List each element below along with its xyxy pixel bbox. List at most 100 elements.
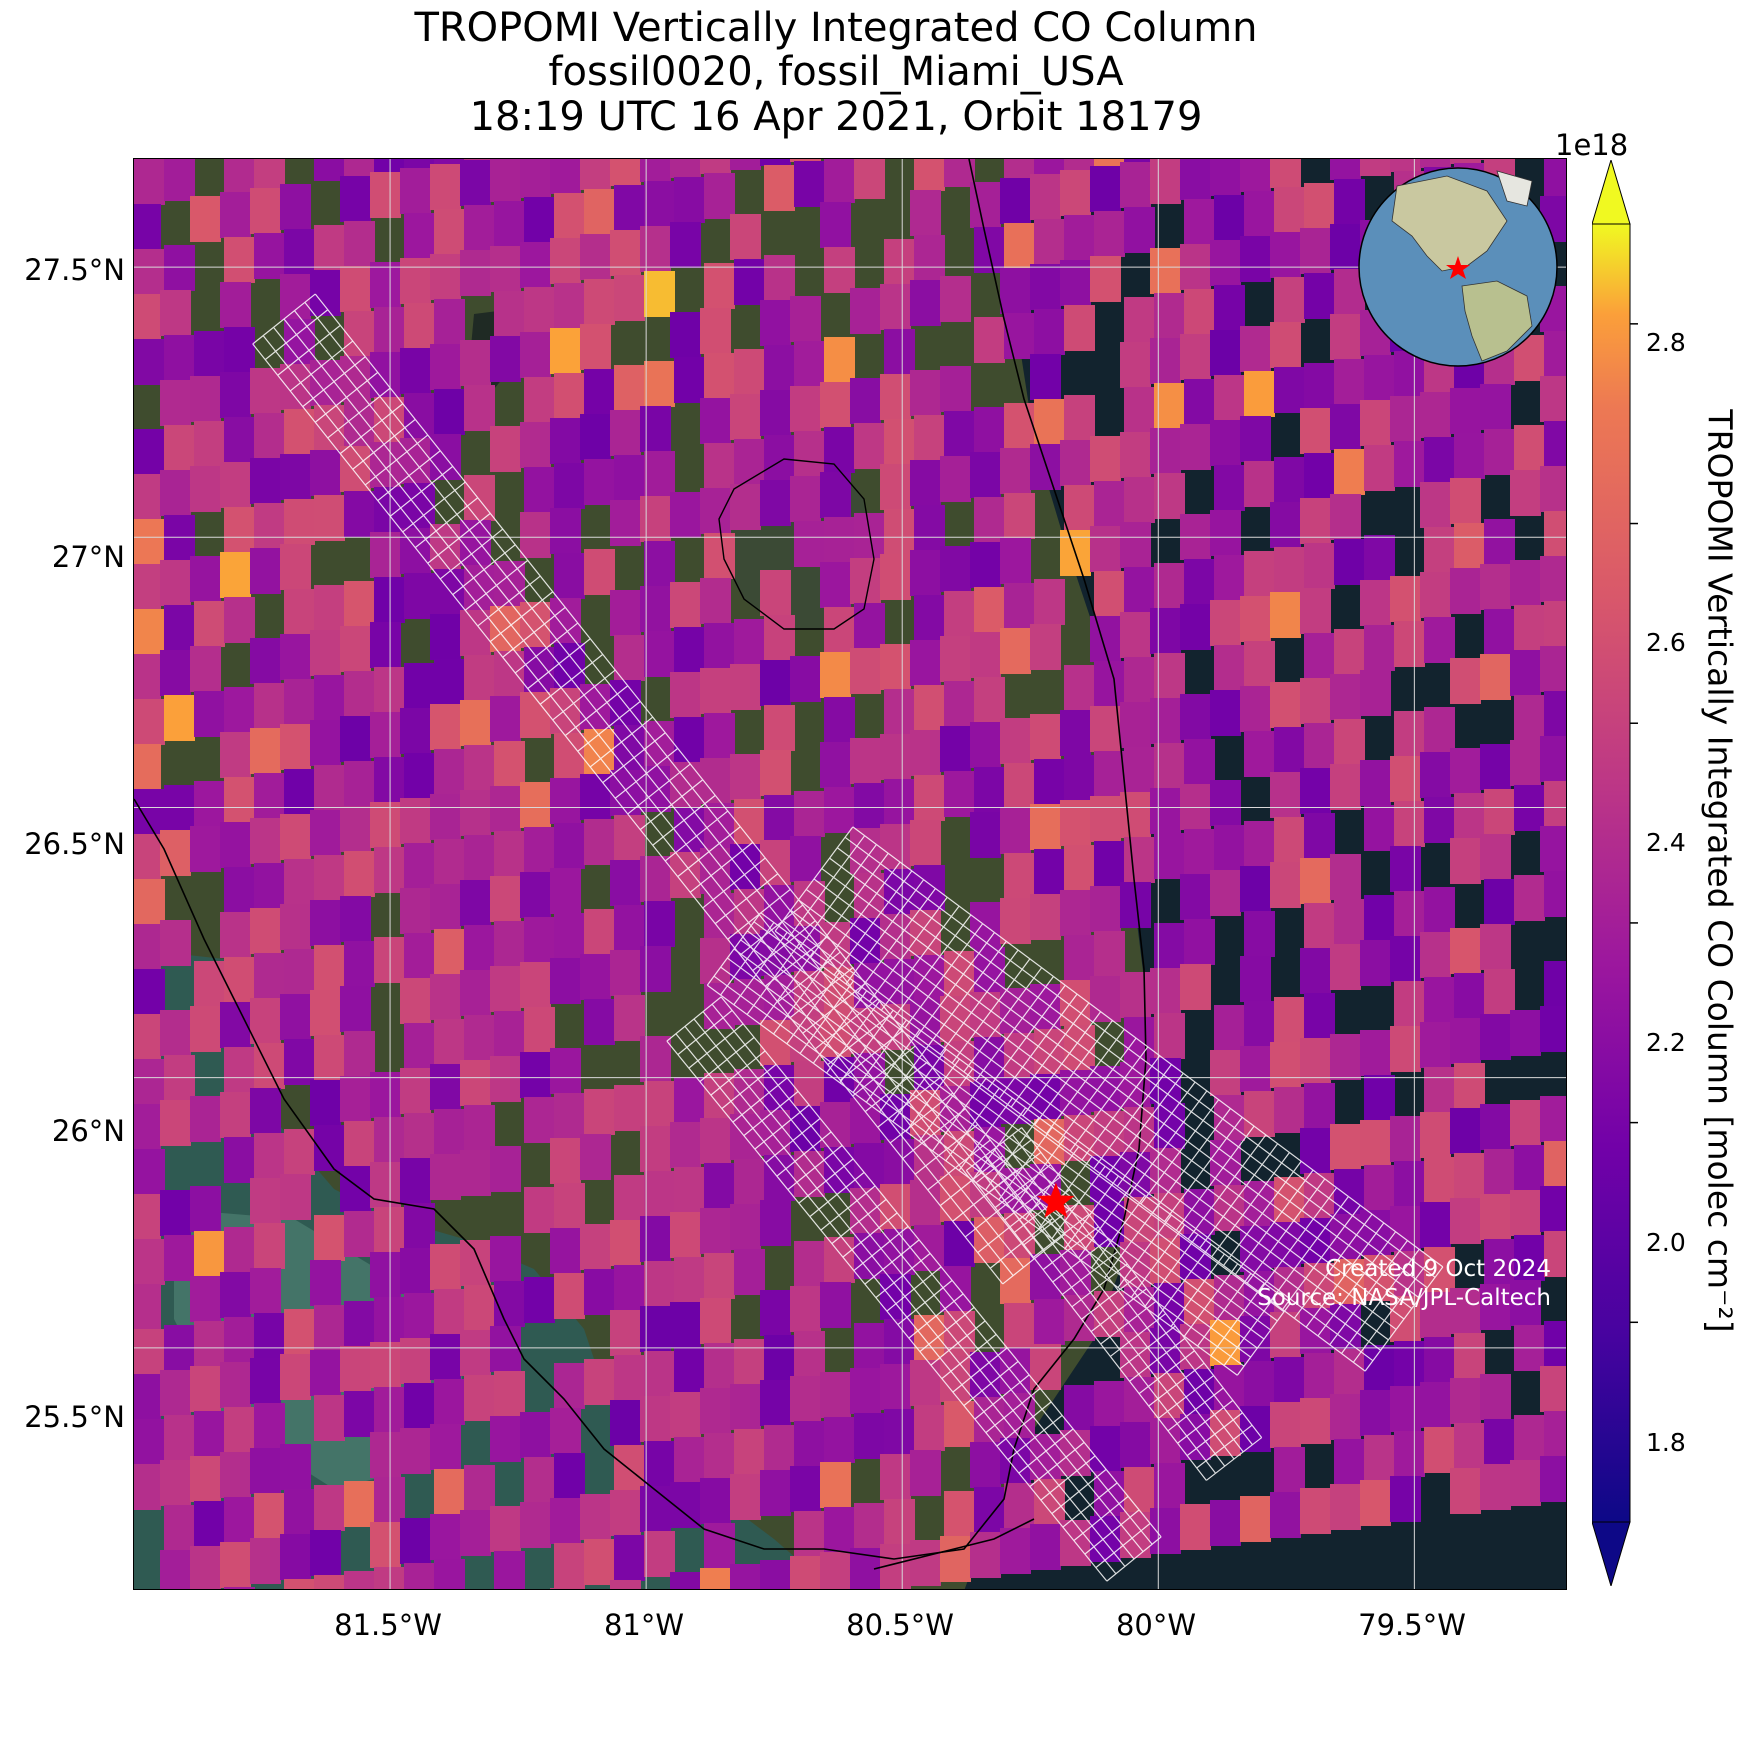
co-pixel	[1094, 841, 1125, 887]
co-pixel	[134, 744, 161, 790]
co-pixel	[224, 687, 255, 733]
co-pixel	[704, 263, 735, 309]
co-pixel	[134, 1464, 161, 1510]
co-pixel	[640, 159, 671, 182]
co-pixel	[1360, 670, 1391, 716]
co-pixel	[674, 177, 705, 223]
co-pixel	[880, 824, 911, 870]
co-pixel	[314, 225, 345, 271]
co-pixel	[584, 909, 615, 955]
map-panel[interactable]	[133, 158, 1567, 1590]
co-pixel	[220, 1452, 251, 1498]
co-pixel	[1480, 384, 1511, 430]
co-pixel	[1544, 601, 1566, 647]
co-pixel	[1270, 1492, 1301, 1538]
co-pixel	[644, 631, 675, 677]
co-pixel	[1210, 330, 1241, 376]
co-pixel	[1124, 747, 1155, 793]
co-pixel	[314, 855, 345, 901]
co-pixel	[1330, 674, 1361, 720]
co-pixel	[644, 271, 675, 317]
co-pixel	[1424, 797, 1455, 843]
co-pixel	[700, 398, 731, 444]
footprint-swath-b	[760, 912, 1292, 1304]
co-pixel	[254, 233, 285, 279]
co-pixel	[1004, 223, 1035, 269]
co-pixel	[374, 159, 405, 173]
co-pixel	[554, 913, 585, 959]
co-pixel	[704, 623, 735, 669]
co-pixel	[1034, 1479, 1065, 1525]
co-pixel	[644, 541, 675, 587]
co-pixel	[404, 1293, 435, 1339]
co-pixel	[554, 1453, 585, 1499]
co-pixel	[1000, 718, 1031, 764]
globe-land-south-america	[1461, 280, 1533, 362]
co-pixel	[1150, 1508, 1181, 1554]
co-pixel	[314, 1305, 345, 1351]
co-pixel	[764, 435, 795, 481]
co-pixel	[1480, 564, 1511, 610]
co-pixel	[1304, 633, 1335, 679]
co-pixel	[1424, 437, 1455, 483]
co-pixel	[460, 880, 491, 926]
co-pixel	[224, 1137, 255, 1183]
co-pixel	[1004, 313, 1035, 359]
co-pixel	[340, 896, 371, 942]
footprint-overlays	[252, 293, 1444, 1582]
co-pixel	[1364, 895, 1395, 941]
co-pixel	[164, 785, 195, 831]
colorbar-tick-label: 2.8	[1646, 328, 1686, 357]
co-pixel	[554, 823, 585, 869]
co-pixel	[340, 1346, 371, 1392]
co-pixel	[1300, 948, 1331, 994]
co-pixel	[970, 902, 1001, 948]
globe-site-star	[1446, 256, 1470, 279]
co-pixel	[1390, 576, 1421, 622]
co-pixel	[490, 696, 521, 742]
co-pixel	[1184, 289, 1215, 335]
co-pixel	[700, 758, 731, 804]
co-pixel	[880, 464, 911, 510]
co-pixel	[464, 1375, 495, 1421]
co-pixel	[670, 222, 701, 268]
co-pixel	[974, 767, 1005, 813]
co-pixel	[344, 159, 375, 177]
co-pixel	[1244, 1091, 1275, 1137]
co-pixel	[194, 1501, 225, 1547]
co-pixel	[1334, 1439, 1365, 1485]
co-pixel	[1180, 1234, 1211, 1280]
co-pixel	[734, 1429, 765, 1475]
footprint-swath-a	[304, 301, 1056, 1243]
co-pixel	[1184, 829, 1215, 875]
co-pixel	[1424, 1427, 1455, 1473]
co-pixel	[1124, 657, 1155, 703]
co-pixel	[554, 1273, 585, 1319]
target-site-star	[1037, 1182, 1075, 1218]
co-pixel	[404, 843, 435, 889]
co-pixel	[670, 852, 701, 898]
co-pixel	[1090, 166, 1121, 212]
co-pixel	[1300, 498, 1331, 544]
co-pixel	[1480, 1464, 1511, 1510]
co-pixel	[1064, 485, 1095, 531]
co-pixel	[434, 1289, 465, 1335]
co-pixel	[284, 499, 315, 545]
co-pixel	[884, 779, 915, 825]
co-pixel	[910, 1360, 941, 1406]
co-pixel	[284, 679, 315, 725]
co-pixel	[940, 1266, 971, 1312]
co-pixel	[190, 1096, 221, 1142]
co-pixel	[490, 426, 521, 472]
co-pixel	[524, 377, 555, 423]
co-pixel	[404, 213, 435, 259]
co-pixel	[824, 607, 855, 653]
x-tick-label: 81°W	[603, 1608, 685, 1642]
co-pixel	[790, 1376, 821, 1422]
co-pixel	[464, 385, 495, 431]
footprint-swath-d	[1002, 1141, 1244, 1453]
co-pixel	[194, 781, 225, 827]
co-pixel	[1120, 702, 1151, 748]
co-pixel	[644, 901, 675, 947]
co-pixel	[1330, 854, 1361, 900]
